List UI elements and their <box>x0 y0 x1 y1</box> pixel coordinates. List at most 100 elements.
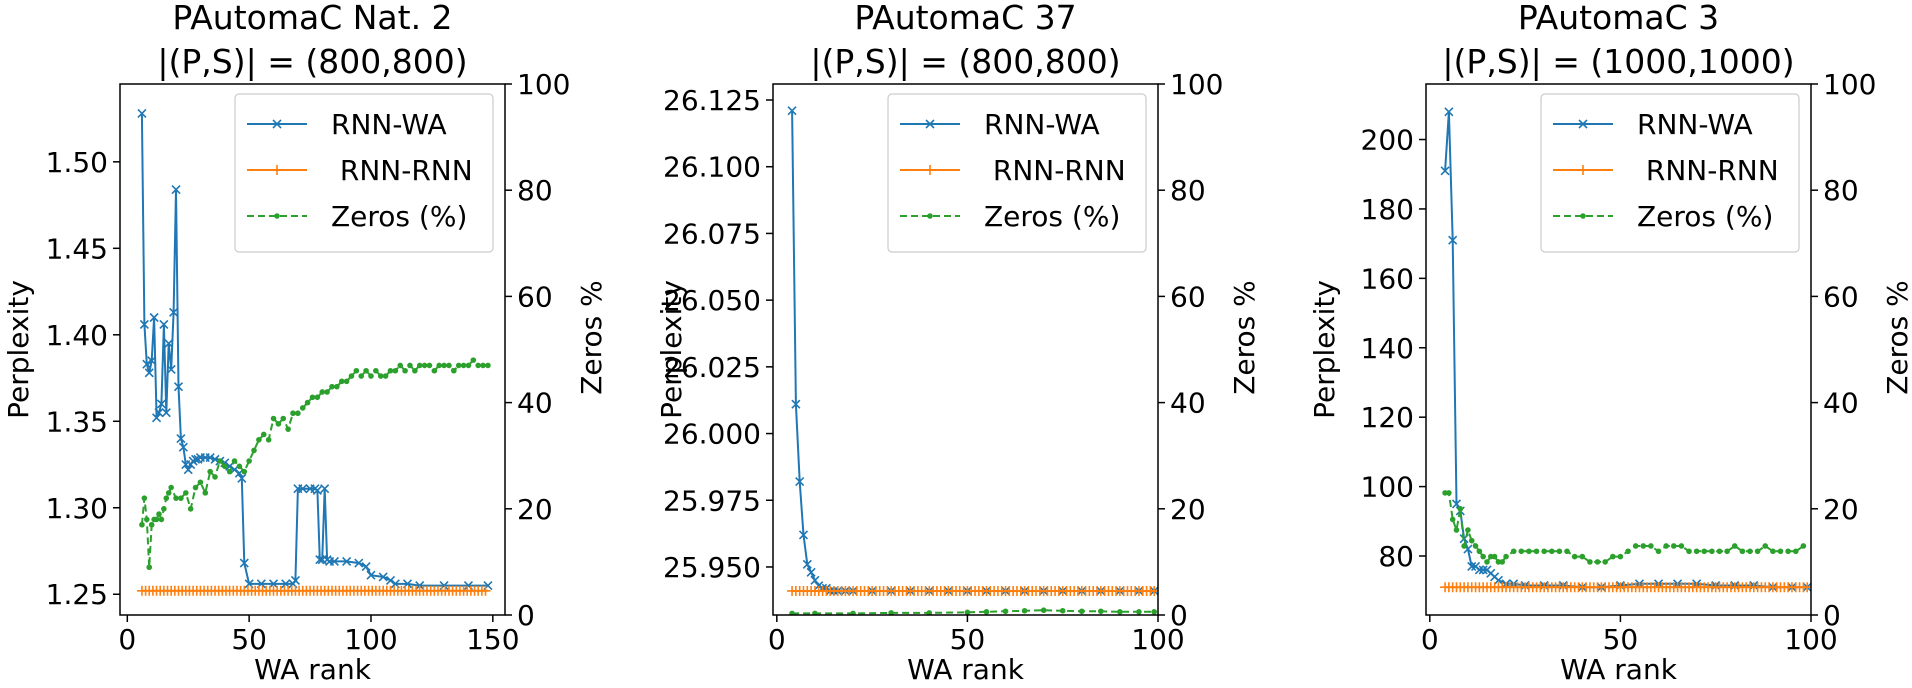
data-point <box>163 495 170 501</box>
data-point <box>319 389 326 395</box>
series-1 <box>136 585 491 596</box>
axes-frame <box>772 83 1159 616</box>
data-point <box>1474 565 1484 575</box>
y-tick-label: 100 <box>1361 471 1414 504</box>
data-point <box>153 516 160 523</box>
legend-item: RNN-WA <box>1553 108 1753 141</box>
data-point <box>285 426 291 432</box>
data-point <box>265 436 272 443</box>
data-point <box>161 506 167 512</box>
data-point <box>164 338 174 349</box>
data-point <box>280 415 287 422</box>
data-point <box>964 609 971 615</box>
y-tick-label: 26.075 <box>663 217 761 250</box>
series-2 <box>789 607 1157 615</box>
legend-box <box>1540 93 1800 253</box>
data-point <box>1686 548 1692 555</box>
data-point <box>1468 537 1475 544</box>
y-tick-label: 80 <box>1378 540 1414 573</box>
data-point <box>1655 548 1662 555</box>
data-point <box>1670 543 1677 549</box>
data-point <box>465 362 472 369</box>
y-tick-label: 26.100 <box>663 151 761 184</box>
data-point <box>812 610 818 615</box>
data-point <box>173 382 184 392</box>
y2-tick-label: 0 <box>1823 599 1841 632</box>
legend-marker <box>272 119 282 129</box>
data-point <box>1777 548 1784 555</box>
legend-label: RNN-WA <box>1637 108 1753 141</box>
data-point <box>156 511 162 517</box>
series-0 <box>137 108 493 591</box>
data-point <box>789 610 795 615</box>
data-point <box>314 394 321 401</box>
data-point <box>173 495 179 501</box>
data-point <box>192 484 199 491</box>
data-point <box>304 399 311 406</box>
chart-title: PAutomaC Nat. 2 <box>172 0 452 37</box>
data-point <box>1440 166 1450 176</box>
legend: RNN-WA RNN-RNN Zeros (%) <box>234 93 494 253</box>
data-point <box>363 367 369 374</box>
data-point <box>212 474 218 480</box>
data-point <box>324 389 330 395</box>
y2-tick-label: 0 <box>517 599 535 632</box>
data-point <box>1518 548 1525 555</box>
data-point <box>1059 607 1066 614</box>
legend-label: RNN-RNN <box>984 154 1126 187</box>
series-1 <box>1440 582 1811 593</box>
legend: RNN-WA RNN-RNN Zeros (%) <box>1540 93 1800 253</box>
data-point <box>451 367 457 374</box>
y2-tick-label: 80 <box>517 174 553 207</box>
data-point <box>178 442 188 452</box>
legend-item: Zeros (%) <box>1553 200 1773 233</box>
data-point <box>1770 548 1776 555</box>
data-point <box>348 373 355 379</box>
data-point <box>1739 548 1746 555</box>
plot-area <box>787 106 1158 615</box>
data-point <box>888 610 894 615</box>
data-point <box>1625 548 1631 555</box>
data-point <box>320 484 330 494</box>
data-point <box>149 312 159 323</box>
data-point <box>455 362 462 369</box>
data-point <box>382 373 389 379</box>
data-point <box>1040 607 1047 614</box>
legend-label: RNN-WA <box>331 108 447 141</box>
y-axis-label: Perplexity <box>1308 280 1341 419</box>
y-tick-label: 1.25 <box>46 578 108 611</box>
x-axis-label: WA rank <box>254 653 372 686</box>
x-tick-label: 0 <box>118 623 136 656</box>
x-tick-label: 0 <box>1421 623 1439 656</box>
data-point <box>156 399 166 409</box>
y2-tick-label: 40 <box>1170 387 1206 420</box>
data-point <box>141 495 148 501</box>
data-point <box>1678 543 1685 549</box>
series-2 <box>139 357 491 571</box>
data-point <box>397 362 404 369</box>
y-tick-label: 160 <box>1361 262 1414 295</box>
data-point <box>1587 559 1593 565</box>
legend-item: RNN-RNN <box>1553 154 1779 187</box>
x-tick-label: 50 <box>1603 623 1639 656</box>
data-point <box>426 362 433 369</box>
data-point <box>315 555 325 565</box>
data-point <box>139 521 145 528</box>
data-point <box>1602 559 1608 565</box>
y-tick-label: 200 <box>1361 124 1414 157</box>
series-2 <box>1442 490 1807 565</box>
data-point <box>358 373 365 379</box>
data-point <box>377 373 384 379</box>
data-point <box>1716 548 1723 555</box>
y2-tick-label: 80 <box>1170 174 1206 207</box>
y-tick-label: 1.40 <box>46 319 108 352</box>
data-point <box>239 558 249 568</box>
y-tick-label: 1.50 <box>46 146 108 179</box>
data-point <box>202 490 209 496</box>
data-point <box>806 567 816 577</box>
data-point <box>470 357 477 363</box>
data-point <box>329 556 339 566</box>
data-point <box>446 362 452 369</box>
y2-tick-label: 60 <box>1170 280 1206 313</box>
data-point <box>182 490 189 496</box>
